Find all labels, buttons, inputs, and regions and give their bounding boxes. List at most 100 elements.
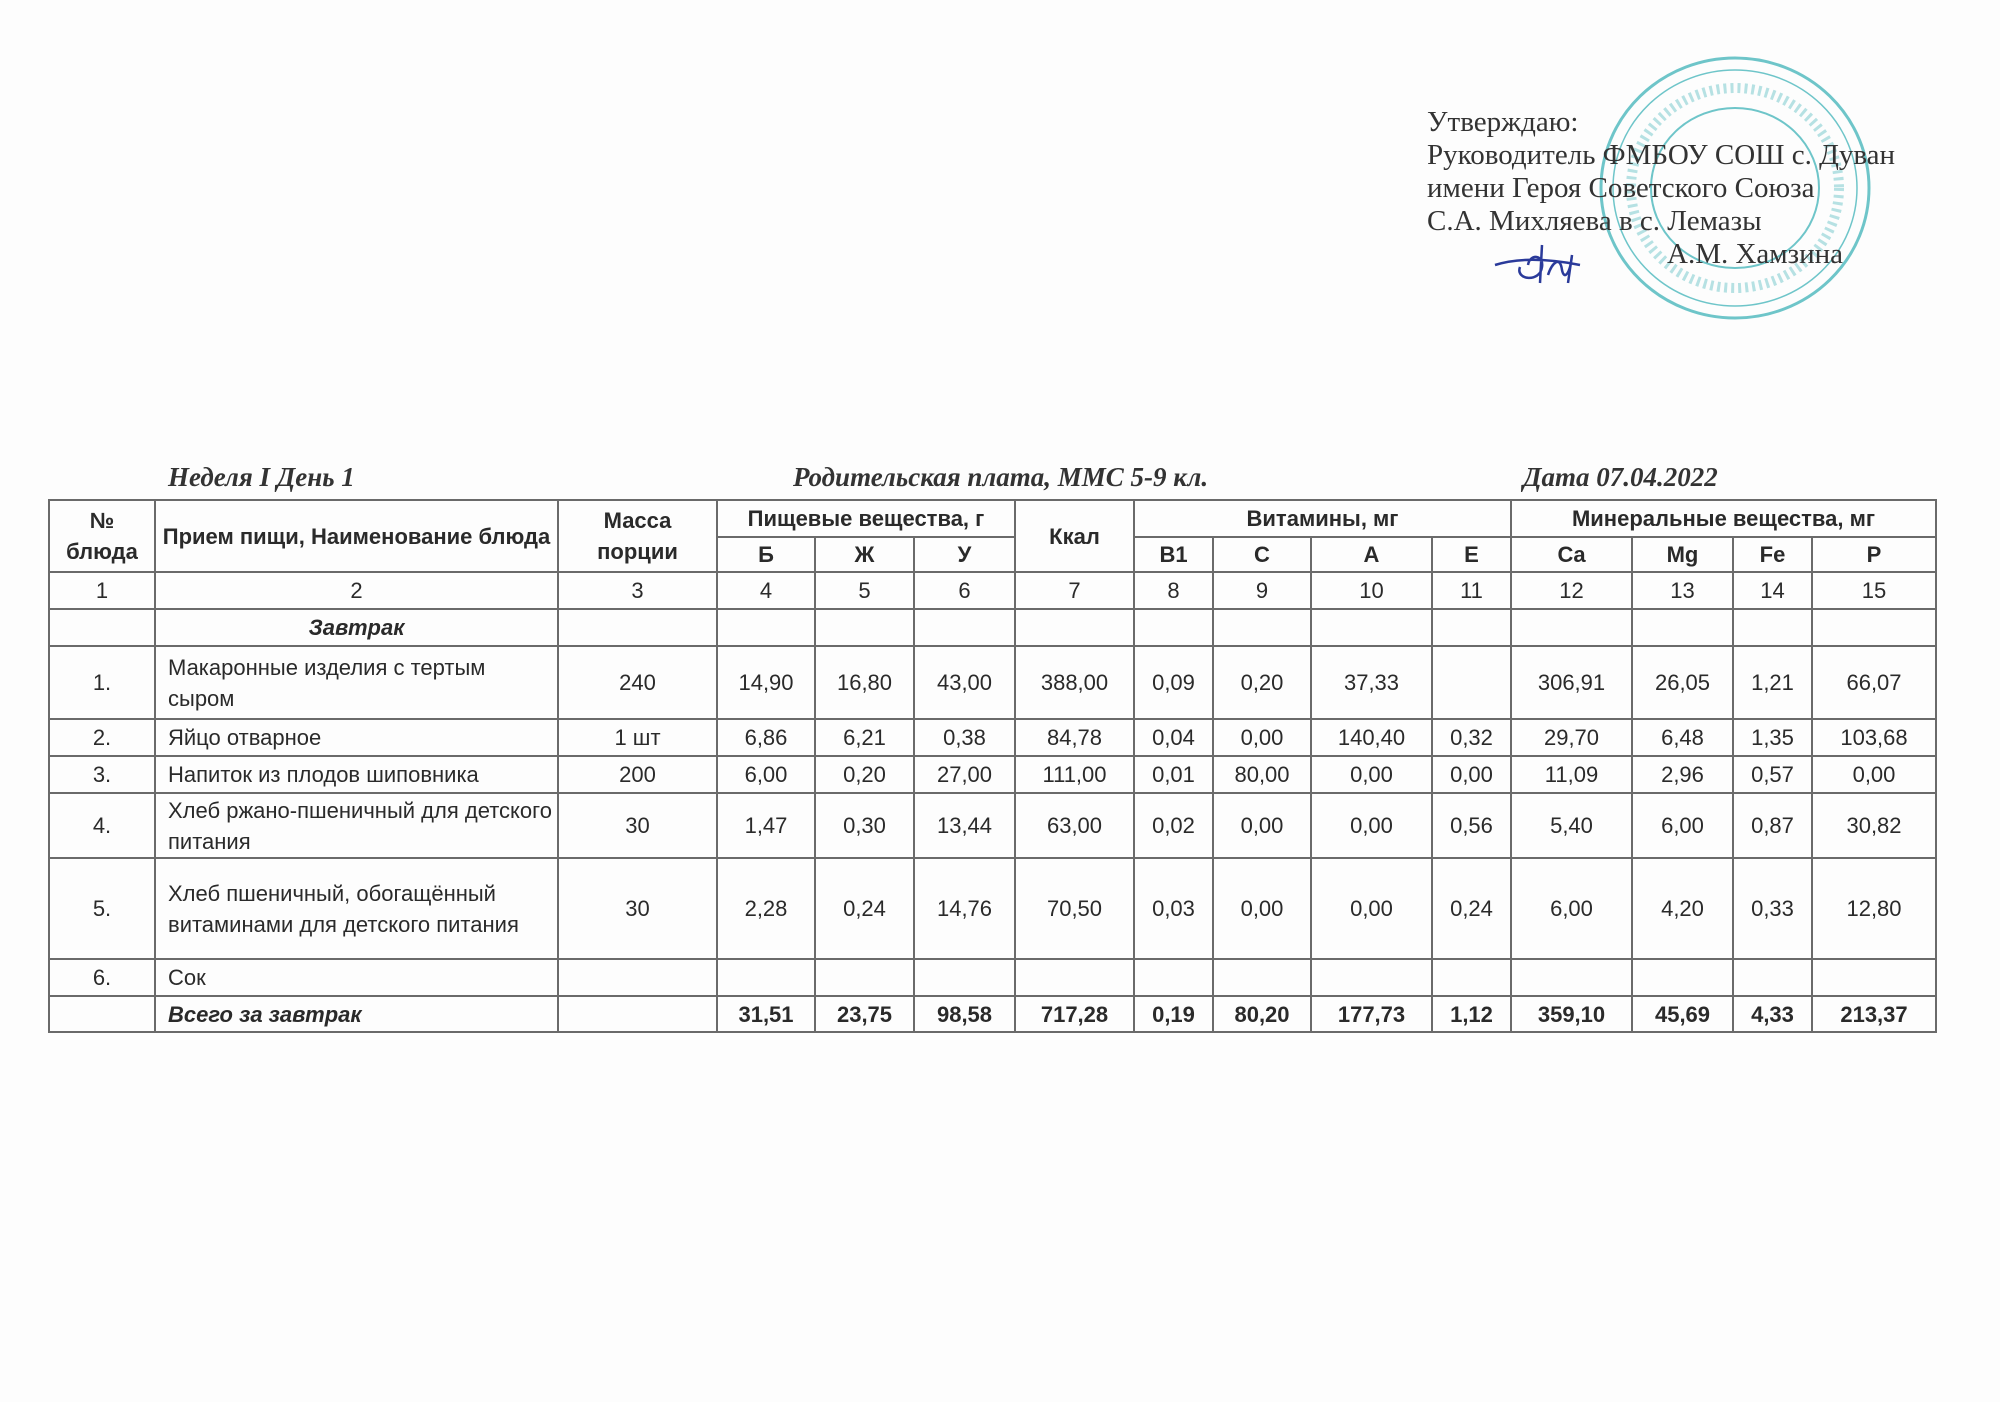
total-cell: 80,20 bbox=[1212, 995, 1312, 1033]
empty-cell bbox=[1732, 608, 1813, 647]
value-cell: 111,00 bbox=[1014, 755, 1135, 794]
payment-title: Родительская плата, ММС 5-9 кл. bbox=[793, 462, 1209, 492]
value-cell: 30,82 bbox=[1811, 792, 1937, 859]
value-cell: 1,47 bbox=[716, 792, 816, 859]
column-number-cell: 3 bbox=[557, 571, 718, 610]
value-cell bbox=[1431, 958, 1512, 997]
dish-number: 3. bbox=[48, 755, 156, 794]
column-number-cell: 9 bbox=[1212, 571, 1312, 610]
dish-number: 2. bbox=[48, 718, 156, 757]
empty-cell bbox=[557, 608, 718, 647]
value-cell bbox=[1510, 958, 1633, 997]
meal-row: Завтрак bbox=[48, 608, 1937, 647]
total-cell: 1,12 bbox=[1431, 995, 1512, 1033]
subheader-cell: Mg bbox=[1631, 536, 1734, 573]
header-vitamins: Витамины, мг bbox=[1133, 499, 1512, 538]
value-cell bbox=[716, 958, 816, 997]
value-cell bbox=[1811, 958, 1937, 997]
header-row: № блюда Прием пищи, Наименование блюда М… bbox=[48, 499, 1937, 573]
empty-cell bbox=[1431, 608, 1512, 647]
value-cell: 0,33 bbox=[1732, 857, 1813, 960]
empty-cell bbox=[1212, 608, 1312, 647]
subheader-cell: P bbox=[1811, 536, 1937, 573]
dish-number: 1. bbox=[48, 645, 156, 720]
empty-cell bbox=[814, 608, 915, 647]
dish-number: 6. bbox=[48, 958, 156, 997]
value-cell: 0,24 bbox=[1431, 857, 1512, 960]
subheader-cell: C bbox=[1212, 536, 1312, 573]
value-cell: 30 bbox=[557, 857, 718, 960]
column-number-cell: 5 bbox=[814, 571, 915, 610]
value-cell: 306,91 bbox=[1510, 645, 1633, 720]
value-cell: 0,00 bbox=[1212, 857, 1312, 960]
total-cell: 45,69 bbox=[1631, 995, 1734, 1033]
value-cell: 43,00 bbox=[913, 645, 1016, 720]
school-stamp bbox=[1599, 56, 1871, 320]
header-name: Прием пищи, Наименование блюда bbox=[154, 499, 559, 573]
subheader-cell: B1 bbox=[1133, 536, 1214, 573]
value-cell: 80,00 bbox=[1212, 755, 1312, 794]
value-cell: 26,05 bbox=[1631, 645, 1734, 720]
value-cell: 240 bbox=[557, 645, 718, 720]
value-cell: 0,00 bbox=[1310, 755, 1433, 794]
date-title: Дата 07.04.2022 bbox=[1523, 462, 1718, 492]
menu-table: № блюда Прием пищи, Наименование блюда М… bbox=[48, 499, 1937, 1033]
total-cell: 23,75 bbox=[814, 995, 915, 1033]
value-cell: 1,21 bbox=[1732, 645, 1813, 720]
value-cell: 11,09 bbox=[1510, 755, 1633, 794]
value-cell: 388,00 bbox=[1014, 645, 1135, 720]
value-cell: 0,57 bbox=[1732, 755, 1813, 794]
total-cell bbox=[48, 995, 156, 1033]
table-row: 3. Напиток из плодов шиповника 200 6,00 0,20… bbox=[48, 755, 1937, 794]
value-cell: 13,44 bbox=[913, 792, 1016, 859]
column-number-cell: 2 bbox=[154, 571, 559, 610]
table-row: 5. Хлеб пшеничный, обогащённый витаминами… bbox=[48, 857, 1937, 960]
table-row: 4. Хлеб ржано-пшеничный для детского пита… bbox=[48, 792, 1937, 859]
header-kcal: Ккал bbox=[1014, 499, 1135, 573]
value-cell: 2,96 bbox=[1631, 755, 1734, 794]
value-cell: 16,80 bbox=[814, 645, 915, 720]
column-number-cell: 1 bbox=[48, 571, 156, 610]
subheader-cell: У bbox=[913, 536, 1016, 573]
value-cell: 0,04 bbox=[1133, 718, 1214, 757]
column-number-cell: 11 bbox=[1431, 571, 1512, 610]
value-cell: 6,00 bbox=[716, 755, 816, 794]
value-cell bbox=[1212, 958, 1312, 997]
subheader-cell: A bbox=[1310, 536, 1433, 573]
value-cell bbox=[1732, 958, 1813, 997]
value-cell: 0,38 bbox=[913, 718, 1016, 757]
empty-cell bbox=[1014, 608, 1135, 647]
value-cell: 6,21 bbox=[814, 718, 915, 757]
empty-cell bbox=[716, 608, 816, 647]
signer-name: А.М. Хамзина bbox=[1667, 238, 1844, 270]
total-cell: 0,19 bbox=[1133, 995, 1214, 1033]
value-cell: 103,68 bbox=[1811, 718, 1937, 757]
value-cell: 63,00 bbox=[1014, 792, 1135, 859]
value-cell: 2,28 bbox=[716, 857, 816, 960]
value-cell: 0,00 bbox=[1212, 792, 1312, 859]
table-row: 2. Яйцо отварное 1 шт 6,86 6,21 0,38 84,78 0,04… bbox=[48, 718, 1937, 757]
value-cell: 200 bbox=[557, 755, 718, 794]
empty-cell bbox=[1510, 608, 1633, 647]
value-cell bbox=[913, 958, 1016, 997]
column-number-row: 1 2 3 4 5 6 7 8 9 10 11 12 13 14 15 bbox=[48, 571, 1937, 610]
value-cell bbox=[1310, 958, 1433, 997]
value-cell bbox=[557, 958, 718, 997]
value-cell: 0,24 bbox=[814, 857, 915, 960]
value-cell: 37,33 bbox=[1310, 645, 1433, 720]
dish-name: Хлеб пшеничный, обогащённый витаминами д… bbox=[154, 857, 559, 960]
value-cell: 30 bbox=[557, 792, 718, 859]
value-cell: 6,00 bbox=[1510, 857, 1633, 960]
dish-number: 4. bbox=[48, 792, 156, 859]
empty-cell bbox=[1133, 608, 1214, 647]
column-number-cell: 7 bbox=[1014, 571, 1135, 610]
column-number-cell: 14 bbox=[1732, 571, 1813, 610]
subheader-cell: Ж bbox=[814, 536, 915, 573]
value-cell: 1 шт bbox=[557, 718, 718, 757]
empty-cell bbox=[1310, 608, 1433, 647]
dish-name: Яйцо отварное bbox=[154, 718, 559, 757]
subheader-cell: Ca bbox=[1510, 536, 1633, 573]
table-row: 6. Сок bbox=[48, 958, 1937, 997]
subheader-cell: Fe bbox=[1732, 536, 1813, 573]
value-cell: 6,48 bbox=[1631, 718, 1734, 757]
